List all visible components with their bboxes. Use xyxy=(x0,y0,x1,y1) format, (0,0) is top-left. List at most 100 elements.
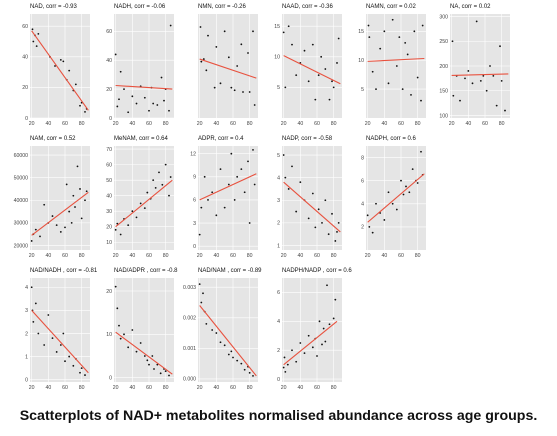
data-point xyxy=(492,75,495,77)
data-point xyxy=(413,30,416,33)
data-point xyxy=(368,36,371,39)
data-point xyxy=(420,150,422,153)
scatter-panel: NMN, corr = -0.26 20 40 60 80 xyxy=(176,4,260,132)
data-point xyxy=(34,302,37,305)
scatterplot-grid: NAD, corr = -0.93 20 40 60 80 0 20 40 60 NADH, co… xyxy=(8,4,512,391)
regression-line xyxy=(199,173,257,201)
data-point xyxy=(116,307,119,310)
x-tick-label: 80 xyxy=(163,253,169,259)
y-tick-label: 20 xyxy=(106,87,112,93)
x-tick-label: 20 xyxy=(29,121,35,127)
data-point xyxy=(43,203,46,206)
y-tick-label: 60 xyxy=(106,29,112,35)
plot-background xyxy=(282,278,342,382)
data-point xyxy=(76,165,79,168)
x-tick-label: 20 xyxy=(29,385,35,391)
data-point xyxy=(199,26,202,28)
x-tick-label: 20 xyxy=(197,253,203,259)
data-point xyxy=(143,355,146,357)
data-point xyxy=(139,202,142,205)
data-point xyxy=(253,104,256,106)
data-point xyxy=(74,83,77,86)
x-tick-label: 60 xyxy=(314,385,320,391)
data-point xyxy=(207,34,209,37)
data-point xyxy=(54,65,56,67)
data-point xyxy=(207,199,209,201)
data-point xyxy=(215,332,218,334)
y-tick-label: 30 xyxy=(106,209,112,215)
scatter-plot: 20 40 60 80 20000 30000 40000 50000 60000 xyxy=(14,146,90,259)
scatter-plot: 20 40 60 80 0 1 2 3 4 xyxy=(25,278,90,391)
y-tick-label: 1 xyxy=(277,243,280,249)
data-point xyxy=(248,371,251,374)
data-point xyxy=(367,24,370,27)
data-point xyxy=(459,99,461,102)
data-point xyxy=(379,47,382,50)
plot-background xyxy=(114,14,174,118)
data-point xyxy=(70,221,73,224)
scatter-plot: 20 40 60 80 5 10 15 xyxy=(274,14,342,127)
data-point xyxy=(391,18,394,21)
panel-title: NADPH/NADP , corr = 0.6 xyxy=(282,268,352,274)
regression-line xyxy=(115,331,173,375)
data-point xyxy=(295,360,298,363)
data-point xyxy=(387,82,390,85)
data-point xyxy=(242,91,244,93)
y-tick-label: 2 xyxy=(361,225,364,231)
data-point xyxy=(32,40,35,43)
data-point xyxy=(223,30,226,33)
panel-title: ADPR, corr = 0.4 xyxy=(198,136,244,142)
y-tick-label: 20 xyxy=(106,289,112,295)
data-point xyxy=(311,43,314,46)
data-point xyxy=(233,89,236,92)
x-tick-label: 40 xyxy=(45,121,51,127)
data-point xyxy=(236,359,239,362)
panel-title: NAD/ADPR , corr = -0.8 xyxy=(114,268,178,274)
data-point xyxy=(131,329,134,331)
data-point xyxy=(314,98,317,101)
panel-title: NAD/NADH , corr = -0.81 xyxy=(30,268,98,274)
y-tick-label: 4 xyxy=(25,285,28,291)
y-tick-label: 9 xyxy=(193,175,196,181)
data-point xyxy=(243,191,246,194)
data-point xyxy=(169,24,172,27)
data-point xyxy=(327,233,330,236)
scatter-panel: NA, corr = 0.02 20 40 60 80 100 150 200 250 300 xyxy=(428,4,512,132)
data-point xyxy=(410,93,412,96)
data-point xyxy=(236,175,239,178)
x-tick-label: 80 xyxy=(499,121,505,127)
data-point xyxy=(334,298,337,301)
data-point xyxy=(320,55,323,58)
regression-line xyxy=(199,58,257,79)
data-point xyxy=(452,94,455,97)
data-point xyxy=(395,208,398,211)
data-point xyxy=(287,25,290,28)
x-tick-label: 40 xyxy=(381,253,387,259)
y-tick-label: 4 xyxy=(277,319,280,325)
panel-title: NADP, corr = -0.58 xyxy=(282,136,333,142)
y-tick-label: 60000 xyxy=(14,153,29,159)
data-point xyxy=(500,79,503,82)
data-point xyxy=(219,82,222,85)
data-point xyxy=(169,176,172,178)
y-tick-label: 10 xyxy=(358,58,364,64)
data-point xyxy=(475,20,478,23)
data-point xyxy=(299,181,302,184)
data-point xyxy=(248,91,251,93)
data-point xyxy=(127,346,130,349)
data-point xyxy=(158,171,160,174)
data-point xyxy=(295,74,298,77)
scatter-panel: NAM, corr = 0.52 20 40 60 80 20000 30000 40000 5… xyxy=(8,136,92,264)
data-point xyxy=(143,207,146,209)
data-point xyxy=(291,349,293,352)
x-tick-label: 40 xyxy=(297,121,303,127)
data-point xyxy=(51,337,54,339)
x-tick-label: 80 xyxy=(163,121,169,127)
y-tick-label: 70 xyxy=(106,147,112,153)
x-tick-label: 40 xyxy=(213,121,219,127)
x-tick-label: 20 xyxy=(29,253,35,259)
y-tick-label: 10 xyxy=(106,332,112,338)
plot-background xyxy=(114,146,174,250)
y-tick-label: 3 xyxy=(277,198,280,204)
